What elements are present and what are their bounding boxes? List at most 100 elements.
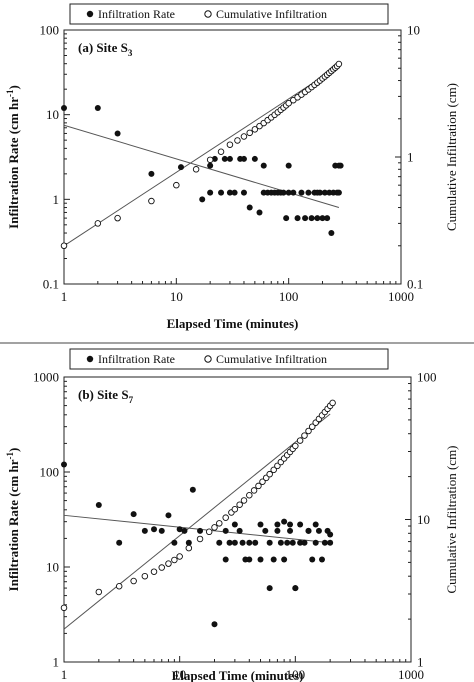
data-point (196, 535, 204, 543)
legend-label: Infiltration Rate (98, 7, 175, 21)
data-point (199, 196, 206, 203)
data-point (292, 585, 299, 592)
data-point (206, 156, 214, 164)
data-point (301, 432, 308, 439)
legend-box (69, 348, 389, 370)
data-point (165, 512, 172, 519)
data-point (176, 553, 183, 560)
data-point (94, 220, 102, 227)
y-tick-label: 1 (53, 192, 60, 207)
data-point (297, 539, 304, 546)
series-2 (60, 399, 336, 612)
data-point (259, 478, 266, 486)
data-point (302, 215, 309, 222)
data-point (165, 560, 172, 567)
data-point (222, 514, 229, 521)
panel-title-subscript: 3 (128, 48, 133, 58)
data-point (312, 521, 319, 528)
data-point (216, 539, 223, 546)
legend-label: Cumulative Infiltration (216, 7, 327, 21)
data-point (292, 442, 299, 450)
data-point (240, 189, 247, 196)
data-point (185, 539, 192, 546)
legend-label: Cumulative Infiltration (216, 352, 327, 366)
data-point (335, 189, 342, 196)
data-point (314, 189, 321, 196)
data-point (211, 621, 218, 628)
series-1 (61, 104, 344, 237)
data-point (222, 527, 229, 534)
data-point (321, 189, 328, 196)
data-point (251, 155, 258, 162)
data-point (60, 242, 68, 250)
data-point (150, 568, 158, 575)
data-point (321, 539, 328, 546)
data-point (280, 189, 287, 196)
x-axis-label: Elapsed Time (minutes) (172, 668, 304, 682)
data-point (285, 162, 292, 169)
y-tick-label: 1 (53, 655, 60, 670)
y2-tick-label: 0.1 (407, 277, 423, 292)
data-point (181, 527, 188, 534)
data-point (158, 564, 165, 571)
legend: Infiltration Rate Cumulative Infiltration (69, 3, 389, 25)
data-point (217, 148, 225, 155)
data-point (207, 189, 214, 196)
y2-tick-label: 10 (407, 23, 420, 38)
data-point (207, 162, 214, 169)
y-tick-label: 1000 (33, 370, 59, 385)
data-point (270, 556, 277, 563)
data-point (216, 520, 223, 527)
data-point (284, 539, 291, 546)
panel-title-subscript: 7 (129, 395, 134, 405)
data-point (130, 577, 137, 585)
data-point (289, 539, 296, 546)
data-point (246, 129, 253, 137)
data-point (327, 539, 334, 546)
data-point (335, 60, 343, 68)
x-tick-label: 100 (286, 667, 306, 682)
y2-tick-label: 1 (417, 655, 424, 670)
data-point (218, 189, 225, 196)
data-point (61, 461, 67, 468)
data-point (246, 539, 253, 546)
data-point (256, 122, 263, 130)
data-point (305, 527, 312, 534)
y-tick-label: 100 (40, 465, 60, 480)
data-point (314, 215, 321, 222)
data-point (173, 181, 180, 189)
x-tick-label: 10 (170, 289, 183, 304)
x-tick-label: 1 (61, 667, 68, 682)
data-point (319, 215, 326, 222)
data-point (95, 501, 102, 508)
legend-label: Infiltration Rate (98, 352, 175, 366)
plot-area (63, 376, 412, 663)
panel-title: (a) Site S3 (78, 40, 133, 58)
data-point (226, 141, 234, 148)
y-axis-label: Infiltration Rate (cm hr-1) (5, 85, 21, 229)
data-point (61, 104, 67, 111)
data-point (281, 556, 288, 563)
data-point (148, 170, 155, 177)
data-point (246, 556, 253, 563)
data-point (231, 506, 239, 513)
data-point (296, 437, 304, 444)
data-point (205, 528, 213, 536)
data-point (262, 527, 269, 534)
data-point (285, 189, 292, 196)
data-point (221, 155, 228, 162)
legend-marker-open (204, 355, 212, 363)
y2-tick-label: 10 (417, 512, 430, 527)
y2-axis-label: Cumulative Infiltration (cm) (444, 83, 459, 231)
data-point (177, 164, 184, 171)
data-point (115, 583, 123, 590)
trendline-1 (63, 124, 340, 209)
legend: Infiltration Rate Cumulative Infiltration (69, 348, 389, 370)
data-point (226, 189, 233, 196)
data-point (130, 511, 137, 518)
data-point (240, 497, 248, 504)
data-point (246, 491, 253, 499)
data-point (158, 527, 165, 534)
legend-marker-filled (86, 355, 94, 363)
